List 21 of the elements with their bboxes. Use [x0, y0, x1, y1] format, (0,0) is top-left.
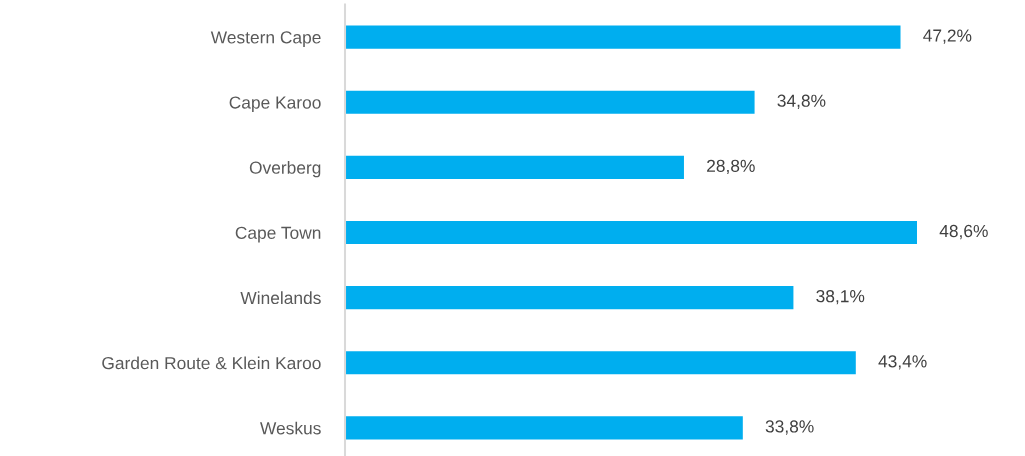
data-label: 47,2% [923, 29, 972, 44]
y-tick-label: Cape Town [235, 226, 321, 243]
y-tick-label: Western Cape [210, 31, 321, 47]
bar [345, 416, 743, 440]
y-tick-label: Cape Karoo [229, 96, 321, 113]
bar [345, 155, 684, 179]
bar [345, 220, 917, 245]
y-tick-label: Winelands [240, 291, 321, 305]
data-label: 28,8% [707, 159, 755, 175]
data-label: 48,6% [939, 224, 988, 240]
bar [345, 90, 755, 114]
bar [345, 351, 856, 375]
data-label: 38,1% [816, 290, 865, 305]
data-label: 33,8% [765, 420, 814, 435]
bar [345, 25, 901, 49]
bar [345, 286, 794, 310]
y-tick-label: Weskus [260, 421, 321, 435]
data-label: 43,4% [878, 355, 927, 370]
y-tick-label: Garden Route & Klein Karoo [102, 356, 321, 370]
y-tick-label: Overberg [249, 161, 321, 178]
data-label: 34,8% [777, 94, 826, 109]
